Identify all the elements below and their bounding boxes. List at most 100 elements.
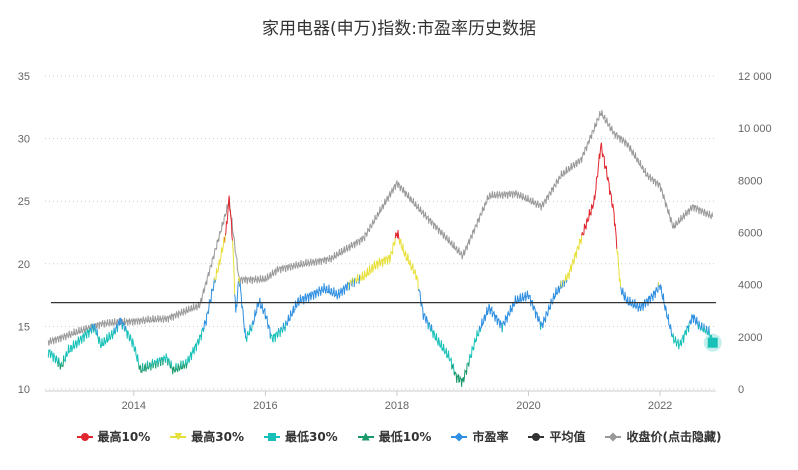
pe-line-segment <box>244 328 247 339</box>
pe-line-segment <box>61 355 65 368</box>
pe-line-segment <box>153 359 157 369</box>
y-right-tick-label: 6000 <box>738 228 762 240</box>
pe-line-segment <box>249 324 252 331</box>
legend-item-top10[interactable]: 最高10% <box>76 428 150 445</box>
diamond-icon <box>605 431 622 442</box>
pe-line-segment <box>142 360 149 372</box>
pe-line-segment <box>203 277 215 329</box>
circle-icon <box>76 432 93 442</box>
pe-line-segment <box>185 362 188 369</box>
pe-line-segment <box>176 363 179 373</box>
x-tick-label: 2014 <box>122 400 146 412</box>
legend-item-close[interactable]: 收盘价(点击隐藏) <box>605 428 721 445</box>
pe-line-segment <box>703 323 705 330</box>
pe-line-segment <box>138 362 144 374</box>
pe-line-segment <box>167 359 169 366</box>
pe-line-segment <box>168 357 171 367</box>
pe-line-segment <box>156 357 159 368</box>
pe-line-segment <box>58 357 61 365</box>
pe-line-segment <box>47 348 59 367</box>
legend-item-bottom30[interactable]: 最低30% <box>263 428 338 445</box>
y-left-tick-label: 30 <box>18 134 30 146</box>
pe-line-segment <box>359 238 396 282</box>
pe-line-segment <box>351 277 354 288</box>
pe-line-segment <box>155 361 157 369</box>
pe-line-segment <box>657 282 660 287</box>
pe-line-segment <box>566 235 583 281</box>
y-right-tick-label: 10 000 <box>738 123 772 135</box>
pe-line-segment <box>183 363 186 369</box>
x-tick-label: 2016 <box>253 400 277 412</box>
pe-line-segment <box>147 360 149 370</box>
pe-line-segment <box>90 323 93 335</box>
pe-line-segment <box>214 279 216 284</box>
pe-line-segment <box>157 362 159 368</box>
y-left-tick-label: 35 <box>18 71 30 83</box>
pe-line-segment <box>171 362 177 375</box>
pe-line-segment <box>239 282 246 333</box>
pe-line-segment <box>349 278 352 286</box>
legend-item-pe[interactable]: 市盈率 <box>451 428 508 445</box>
pe-line-segment <box>245 324 251 342</box>
pe-line-segment <box>117 317 123 330</box>
pe-line-segment <box>175 362 178 371</box>
pe-line-segment <box>348 282 351 291</box>
pe-line-segment <box>688 322 690 333</box>
pe-line-segment <box>94 328 98 336</box>
x-tick-label: 2022 <box>648 400 672 412</box>
pe-line-segment <box>468 328 480 361</box>
pe-line-segment <box>563 280 566 288</box>
pe-line-segment <box>565 279 568 283</box>
pe-line-segment <box>706 326 710 336</box>
triangle-icon <box>357 432 374 442</box>
triangle-down-icon <box>170 432 187 442</box>
pe-line-segment <box>430 324 433 331</box>
pe-line-segment <box>113 327 116 334</box>
pe-line-segment <box>540 280 562 329</box>
pe-line-segment <box>215 237 225 281</box>
pe-line-segment <box>97 327 115 349</box>
pe-line-segment <box>234 280 240 313</box>
pe-line-segment <box>703 325 708 334</box>
pe-line-segment <box>125 329 140 366</box>
pe-line-segment <box>93 323 95 333</box>
pe-line-segment <box>353 278 356 288</box>
pe-line-segment <box>431 330 453 370</box>
pe-line-segment <box>427 322 430 330</box>
pe-line-segment <box>701 323 705 333</box>
diamond-icon <box>451 431 468 442</box>
pe-line-segment <box>251 297 271 339</box>
pe-line-segment <box>160 357 164 366</box>
pe-line-segment <box>170 360 173 368</box>
legend-label: 最低30% <box>284 430 338 444</box>
pe-line-segment <box>147 362 151 370</box>
pe-line-segment <box>177 363 180 366</box>
pe-line-segment <box>162 358 164 366</box>
y-right-tick-label: 4000 <box>738 280 762 292</box>
pe-line-segment <box>581 142 618 249</box>
pe-line-segment <box>122 322 125 332</box>
pe-line-segment <box>698 320 702 331</box>
pe-line-segment <box>502 290 542 330</box>
pe-line-segment <box>280 326 283 330</box>
y-right-tick-label: 12 000 <box>738 71 772 83</box>
pe-line-segment <box>560 280 564 289</box>
pe-line-segment <box>479 328 482 332</box>
legend-item-top30[interactable]: 最高30% <box>170 428 244 445</box>
pe-line-segment <box>356 274 360 284</box>
pe-line-segment <box>428 321 431 331</box>
pe-line-segment <box>182 360 185 365</box>
pe-line-segment <box>224 195 233 241</box>
pe-line-segment <box>394 229 400 240</box>
pe-line-segment <box>184 358 187 369</box>
pe-line-segment <box>501 324 504 333</box>
legend-item-average[interactable]: 平均值 <box>528 428 585 445</box>
pe-line-segment <box>560 280 562 289</box>
circle-icon <box>528 432 545 442</box>
pe-line-segment <box>160 357 162 366</box>
pe-line-segment <box>453 363 468 387</box>
x-tick-label: 2018 <box>385 400 409 412</box>
legend-item-bottom10[interactable]: 最低10% <box>357 428 431 445</box>
last-point-marker <box>707 337 718 348</box>
